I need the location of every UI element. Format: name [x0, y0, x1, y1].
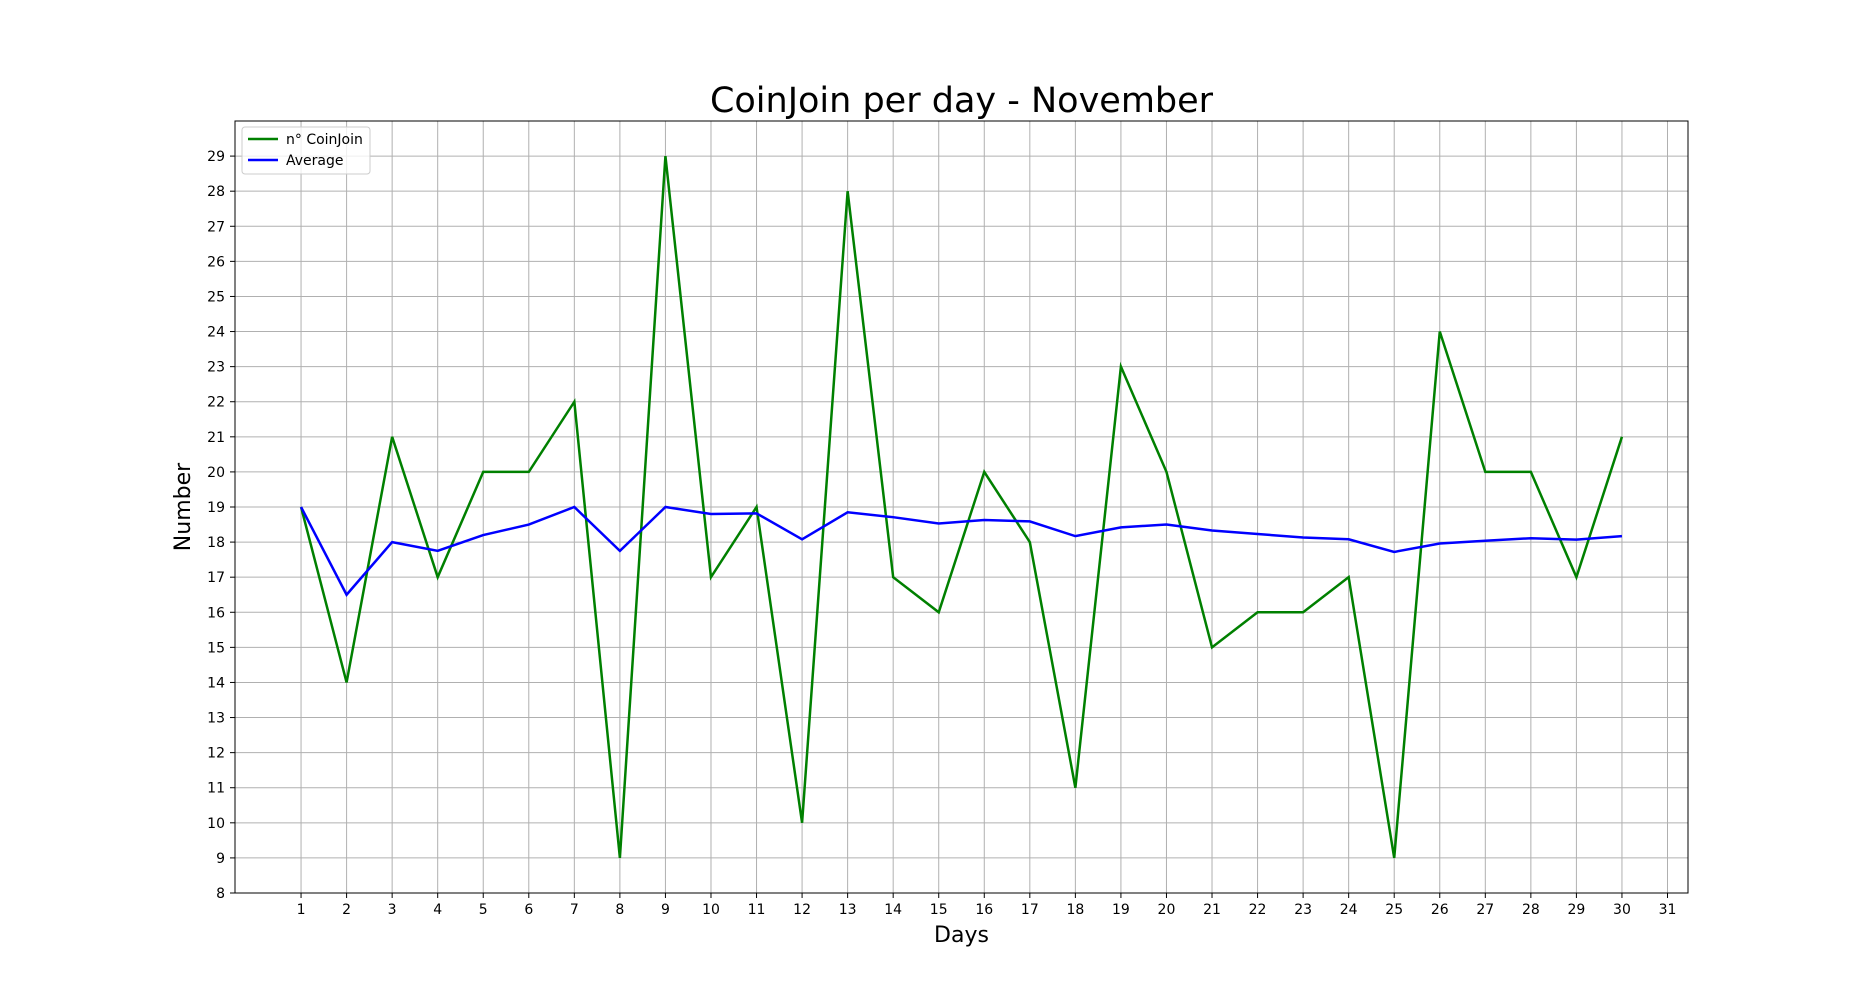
y-tick-label: 18 [207, 535, 225, 551]
x-tick-label: 3 [388, 902, 397, 918]
x-tick-label: 17 [1021, 902, 1039, 918]
x-tick-label: 4 [433, 902, 442, 918]
x-tick-label: 10 [702, 902, 720, 918]
y-tick-label: 13 [207, 711, 225, 727]
x-tick-label: 11 [748, 902, 766, 918]
legend: n° CoinJoin Average [241, 126, 371, 175]
y-tick-label: 11 [207, 781, 225, 797]
y-tick-label: 21 [207, 430, 225, 446]
x-tick-label: 9 [661, 902, 670, 918]
y-tick-label: 16 [207, 605, 225, 621]
x-tick-label: 16 [975, 902, 993, 918]
y-tick-label: 14 [207, 675, 225, 691]
x-tick-label: 29 [1567, 902, 1585, 918]
y-tick-label: 15 [207, 640, 225, 656]
x-tick-label: 14 [884, 902, 902, 918]
y-tick-label: 8 [216, 886, 225, 902]
y-axis-title: Number [171, 462, 196, 551]
y-tick-label: 17 [207, 570, 225, 586]
series-lines [299, 155, 1624, 859]
x-tick-label: 28 [1522, 902, 1540, 918]
y-tick-label: 24 [207, 325, 225, 341]
y-tick-label: 25 [207, 289, 225, 305]
axis-ticks: 1 2 3 4 5 6 7 8 9 10 11 12 13 14 15 16 17 18 19 20 21 22 23 24 2… [207, 149, 1676, 918]
x-tick-label: 8 [615, 902, 624, 918]
y-tick-label: 10 [207, 816, 225, 832]
x-tick-label: 13 [839, 902, 857, 918]
y-tick-label: 19 [207, 500, 225, 516]
x-tick-label: 2 [342, 902, 351, 918]
series-line-coinjoin [299, 155, 1624, 859]
chart-title: CoinJoin per day - November [710, 81, 1214, 121]
x-tick-label: 5 [479, 902, 488, 918]
x-tick-label: 30 [1613, 902, 1631, 918]
x-tick-label: 25 [1385, 902, 1403, 918]
legend-label-average: Average [286, 153, 344, 169]
x-tick-label: 18 [1066, 902, 1084, 918]
x-tick-label: 6 [524, 902, 533, 918]
y-tick-label: 9 [216, 851, 225, 867]
x-tick-label: 23 [1294, 902, 1312, 918]
x-tick-label: 7 [570, 902, 579, 918]
x-tick-label: 15 [930, 902, 948, 918]
x-tick-label: 19 [1112, 902, 1130, 918]
y-tick-label: 23 [207, 360, 225, 376]
legend-label-coinjoin: n° CoinJoin [286, 132, 363, 148]
x-tick-label: 1 [297, 902, 306, 918]
y-tick-label: 29 [207, 149, 225, 165]
y-tick-label: 12 [207, 746, 225, 762]
x-tick-label: 21 [1203, 902, 1221, 918]
grid-lines [235, 121, 1688, 894]
x-axis-title: Days [934, 923, 989, 948]
y-tick-label: 28 [207, 184, 225, 200]
x-tick-label: 26 [1431, 902, 1449, 918]
y-tick-label: 22 [207, 395, 225, 411]
x-tick-label: 12 [793, 902, 811, 918]
x-tick-label: 31 [1659, 902, 1677, 918]
x-tick-label: 27 [1476, 902, 1494, 918]
x-tick-label: 20 [1158, 902, 1176, 918]
y-tick-label: 27 [207, 219, 225, 235]
y-tick-label: 26 [207, 254, 225, 270]
series-line-average [299, 505, 1623, 597]
x-tick-label: 22 [1249, 902, 1267, 918]
x-tick-label: 24 [1340, 902, 1358, 918]
y-tick-label: 20 [207, 465, 225, 481]
